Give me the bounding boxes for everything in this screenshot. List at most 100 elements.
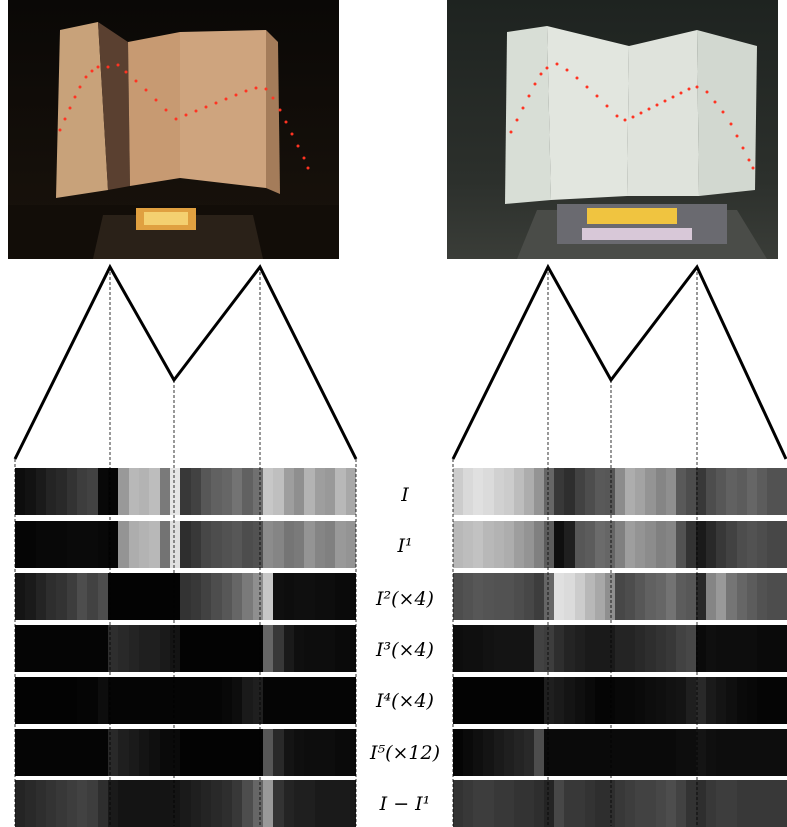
intensity-cell [273,625,284,672]
intensity-cell [324,625,336,672]
intensity-cell [149,625,160,672]
intensity-cell [534,468,545,515]
intensity-cell [473,573,484,620]
intensity-cell [35,625,46,672]
intensity-cell [544,468,555,515]
intensity-cell [706,468,717,515]
intensity-cell [45,729,57,776]
intensity-cell [128,625,139,672]
intensity-cell [118,625,129,672]
intensity-cell [107,468,119,515]
intensity-cell [584,677,595,724]
intensity-cell [304,468,315,515]
intensity-cell [513,468,524,515]
intensity-cell [128,468,139,515]
intensity-cell [262,521,274,568]
intensity-cell [97,677,108,724]
intensity-cell [169,677,181,724]
intensity-cell [766,573,777,620]
intensity-cell [118,573,129,620]
intensity-cell [736,468,747,515]
intensity-cell [463,625,474,672]
intensity-cell [483,729,494,776]
intensity-cell [76,521,88,568]
intensity-cell [473,521,484,568]
intensity-cell [128,521,139,568]
intensity-cell [345,573,356,620]
intensity-cell [726,677,737,724]
intensity-cell [625,625,636,672]
intensity-cell [180,468,191,515]
intensity-cell [523,729,534,776]
intensity-cell [544,625,555,672]
intensity-cell [242,521,253,568]
fold-profile-right [451,263,787,460]
intensity-cell [252,573,263,620]
intensity-cell [293,521,305,568]
intensity-cell [87,625,98,672]
intensity-cell [615,780,626,827]
fold-profile-left [13,263,358,460]
intensity-cell [56,468,67,515]
intensity-cell [665,729,676,776]
intensity-cell [756,677,767,724]
intensity-cell [453,521,464,568]
intensity-cell [746,468,757,515]
intensity-cell [221,521,232,568]
intensity-cell [716,521,727,568]
intensity-strip-left-2 [15,573,356,620]
intensity-cell [211,729,222,776]
intensity-strip-left-3 [15,625,356,672]
intensity-cell [604,468,615,515]
intensity-cell [625,677,636,724]
intensity-cell [56,677,67,724]
intensity-strip-right-4 [453,677,787,724]
intensity-cell [262,729,274,776]
intensity-cell [544,780,555,827]
intensity-cell [746,573,757,620]
intensity-cell [66,468,77,515]
intensity-cell [76,729,88,776]
intensity-cell [252,468,263,515]
row-label-I4: I⁴(×4) [376,690,434,712]
intensity-cell [615,625,626,672]
row-label-I3: I³(×4) [376,639,434,661]
intensity-cell [169,468,181,515]
intensity-cell [180,780,191,827]
intensity-cell [453,729,464,776]
intensity-cell [138,677,150,724]
intensity-cell [252,729,263,776]
intensity-cell [544,729,555,776]
intensity-cell [645,468,656,515]
intensity-cell [453,677,464,724]
intensity-cell [453,780,464,827]
intensity-cell [15,468,26,515]
intensity-cell [534,729,545,776]
intensity-cell [726,521,737,568]
intensity-cell [304,780,315,827]
intensity-cell [262,677,274,724]
intensity-cell [453,573,464,620]
intensity-cell [314,625,325,672]
intensity-cell [696,521,707,568]
intensity-cell [746,677,757,724]
intensity-cell [463,521,474,568]
intensity-cell [635,677,646,724]
intensity-cell [87,468,98,515]
intensity-cell [335,521,346,568]
intensity-cell [574,625,585,672]
intensity-cell [35,468,46,515]
intensity-cell [242,729,253,776]
intensity-cell [221,677,232,724]
intensity-cell [756,625,767,672]
intensity-cell [324,468,336,515]
intensity-cell [335,625,346,672]
intensity-cell [324,573,336,620]
intensity-cell [87,521,98,568]
photo-orange-folded-paper [8,0,339,259]
intensity-cell [534,521,545,568]
intensity-cell [314,521,325,568]
intensity-cell [473,677,484,724]
intensity-cell [473,729,484,776]
intensity-cell [15,677,26,724]
